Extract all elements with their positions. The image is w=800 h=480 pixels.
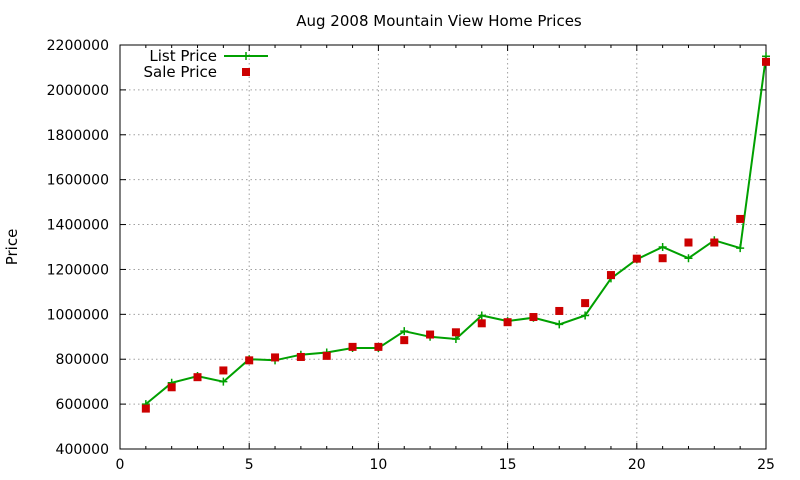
y-axis-label: Price (3, 229, 21, 266)
x-tick-label: 20 (628, 457, 646, 473)
list-price-point (219, 377, 228, 386)
list-price-line (145, 56, 767, 405)
sale-price-point (477, 319, 486, 328)
x-tick-label: 25 (757, 457, 775, 473)
sale-price-point (296, 352, 305, 361)
x-tick-label: 0 (116, 457, 125, 473)
sale-price-point (245, 356, 254, 365)
y-tick-label: 400000 (56, 442, 109, 458)
list-price-point (684, 254, 693, 263)
list-price-point (736, 244, 745, 253)
legend-square-swatch (242, 68, 250, 76)
y-tick-label: 1800000 (47, 128, 109, 144)
plot-area (141, 52, 770, 413)
sale-price-point (348, 342, 357, 351)
sale-price-point (374, 342, 383, 351)
sale-price-point (684, 238, 693, 247)
y-tick-label: 800000 (56, 352, 109, 368)
sale-price-point (606, 271, 615, 280)
x-tick-label: 5 (245, 457, 254, 473)
plot-frame (119, 44, 767, 450)
y-tick-label: 600000 (56, 397, 109, 413)
sale-price-point (322, 351, 331, 360)
sale-price-point (193, 373, 202, 382)
sale-price-point (710, 238, 719, 247)
sale-price-point (451, 328, 460, 337)
sale-price-point (581, 299, 590, 308)
y-tick-label: 1400000 (47, 218, 109, 234)
legend-label: List Price (149, 47, 217, 65)
sale-price-point (555, 306, 564, 315)
sale-price-point (658, 254, 667, 263)
sale-price-point (426, 330, 435, 339)
list-price-point (400, 327, 409, 336)
list-price-point (581, 311, 590, 320)
sale-price-point (167, 383, 176, 392)
sale-price-point (529, 313, 538, 322)
list-price-point (451, 335, 460, 344)
y-tick-label: 2200000 (47, 38, 109, 54)
legend-plus-swatch (242, 52, 250, 60)
list-price-point (555, 320, 564, 329)
list-price-point (658, 243, 667, 251)
sale-price-point (141, 404, 150, 413)
sale-price-point (503, 318, 512, 327)
grid (120, 45, 766, 449)
y-tick-label: 1600000 (47, 173, 109, 189)
x-tick-label: 15 (499, 457, 517, 473)
series-list-price (141, 52, 770, 409)
y-tick-label: 2000000 (47, 83, 109, 99)
series-sale-price (141, 57, 770, 413)
sale-price-point (762, 57, 770, 66)
y-tick-label: 1000000 (47, 307, 109, 323)
sale-price-point (219, 366, 228, 375)
sale-price-point (736, 214, 745, 223)
sale-price-point (632, 254, 641, 263)
axes: 0 5 10 15 20 25 400000 600000 800000 1000000 12000… (47, 38, 775, 473)
sale-price-point (400, 336, 409, 345)
sale-price-point (271, 353, 280, 362)
x-tick-label: 10 (369, 457, 387, 473)
list-price-point (477, 311, 486, 320)
y-tick-label: 1200000 (47, 262, 109, 278)
chart-title: Aug 2008 Mountain View Home Prices (296, 12, 582, 30)
legend-label: Sale Price (144, 63, 217, 81)
